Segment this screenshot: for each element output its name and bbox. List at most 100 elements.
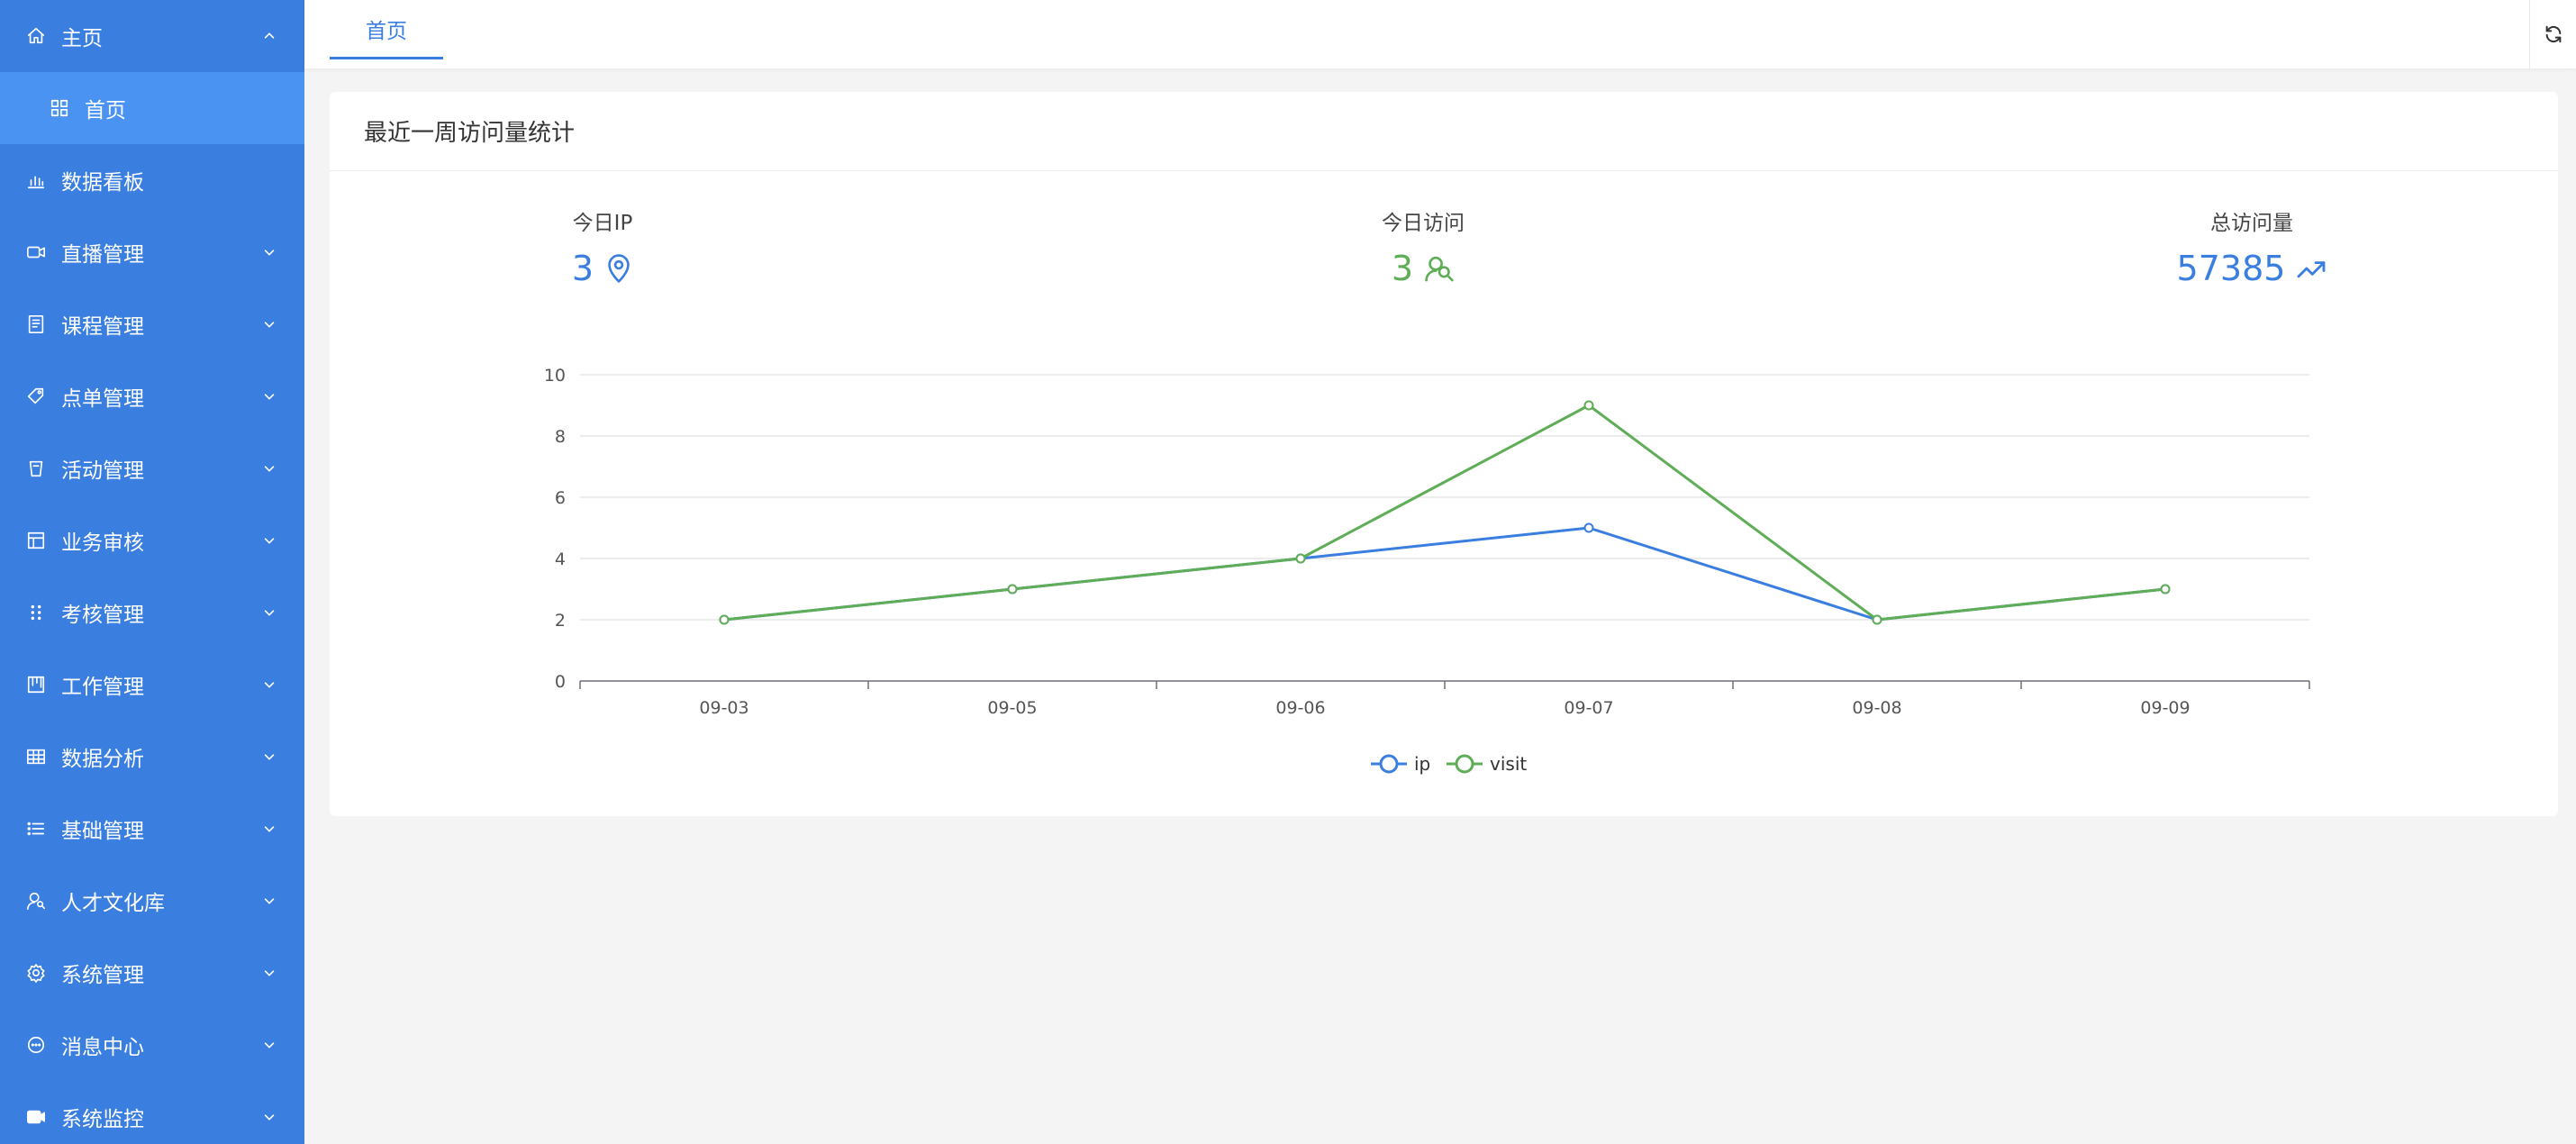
sidebar-item-9[interactable]: 工作管理	[0, 649, 304, 721]
sidebar-item-label: 首页	[85, 99, 126, 123]
chevron-up-icon	[261, 28, 277, 44]
book-icon	[25, 313, 47, 335]
sidebar: 主页首页数据看板直播管理课程管理点单管理活动管理业务审核考核管理工作管理数据分析…	[0, 0, 304, 1144]
dots-icon	[25, 602, 47, 623]
visit-line-chart: 0 2 4 6 8 10 09-03 09-05 09-06 09-07 09-08 09-09 ip v…	[544, 366, 2310, 775]
stat-today-ip: 今日IP 3	[546, 205, 659, 288]
tab-home-label: 首页	[366, 19, 407, 43]
sidebar-item-1[interactable]: 首页	[0, 72, 304, 144]
series-line-visit	[723, 404, 2166, 622]
sidebar-item-5[interactable]: 点单管理	[0, 360, 304, 432]
chevron-down-icon	[261, 965, 277, 981]
sidebar-item-3[interactable]: 直播管理	[0, 216, 304, 288]
stat-total-visits: 总访问量 57385	[2162, 205, 2342, 288]
data-point-visit	[2160, 584, 2171, 595]
users-icon	[25, 890, 47, 912]
sidebar-item-label: 业务审核	[61, 531, 144, 555]
x-tick-label: 09-08	[1852, 698, 1901, 718]
sidebar-item-label: 点单管理	[61, 387, 144, 411]
home-icon	[25, 25, 47, 47]
sidebar-item-11[interactable]: 基础管理	[0, 793, 304, 865]
sidebar-item-label: 考核管理	[61, 604, 144, 627]
chevron-down-icon	[261, 316, 277, 332]
list-icon	[25, 818, 47, 840]
camera-icon	[25, 1106, 47, 1128]
chevron-down-icon	[261, 388, 277, 404]
chevron-down-icon	[261, 676, 277, 693]
stat-total-visits-value: 57385	[2176, 249, 2286, 288]
sidebar-item-2[interactable]: 数据看板	[0, 144, 304, 216]
sidebar-item-label: 基础管理	[61, 820, 144, 843]
sidebar-item-label: 课程管理	[61, 315, 144, 339]
x-tick-label: 09-05	[987, 698, 1037, 718]
legend-marker-ip	[1379, 754, 1399, 774]
sidebar-item-label: 人才文化库	[61, 892, 165, 915]
legend-label-ip: ip	[1414, 753, 1430, 775]
sidebar-item-8[interactable]: 考核管理	[0, 577, 304, 649]
tab-home[interactable]: 首页	[330, 0, 443, 59]
data-point-visit	[719, 614, 730, 625]
y-tick-label: 8	[555, 427, 566, 447]
refresh-button[interactable]	[2529, 0, 2576, 68]
gear-icon	[25, 962, 47, 984]
x-tick-label: 09-03	[699, 698, 748, 718]
sidebar-item-label: 活动管理	[61, 459, 144, 483]
grid-icon	[49, 97, 70, 119]
y-tick-label: 6	[555, 488, 566, 508]
sidebar-item-label: 消息中心	[61, 1036, 144, 1059]
sidebar-item-label: 数据看板	[61, 171, 144, 195]
y-tick-label: 10	[544, 366, 566, 386]
sidebar-item-label: 系统监控	[61, 1108, 144, 1131]
y-tick-label: 0	[555, 672, 566, 692]
chevron-down-icon	[261, 821, 277, 837]
sidebar-item-7[interactable]: 业务审核	[0, 504, 304, 577]
sidebar-item-4[interactable]: 课程管理	[0, 288, 304, 360]
card-title: 最近一周访问量统计	[330, 92, 2558, 171]
chevron-down-icon	[261, 1109, 277, 1125]
board-icon	[25, 674, 47, 695]
data-point-visit	[1872, 614, 1882, 625]
sidebar-item-6[interactable]: 活动管理	[0, 432, 304, 504]
chevron-down-icon	[261, 604, 277, 621]
sidebar-item-10[interactable]: 数据分析	[0, 721, 304, 793]
chevron-down-icon	[261, 244, 277, 260]
stat-today-visits: 今日访问 3	[1351, 205, 1495, 288]
sidebar-item-13[interactable]: 系统管理	[0, 937, 304, 1009]
chevron-down-icon	[261, 1037, 277, 1053]
data-point-visit	[1295, 553, 1306, 564]
sidebar-item-label: 系统管理	[61, 964, 144, 987]
cup-icon	[25, 458, 47, 479]
trend-up-icon	[2298, 261, 2326, 278]
x-tick-label: 09-07	[1564, 698, 1613, 718]
legend-marker-visit	[1455, 754, 1474, 774]
table-icon	[25, 746, 47, 767]
data-point-visit	[1007, 584, 1018, 595]
sidebar-item-label: 工作管理	[61, 676, 144, 699]
tag-icon	[25, 386, 47, 407]
sidebar-item-15[interactable]: 系统监控	[0, 1081, 304, 1144]
sidebar-item-label: 数据分析	[61, 748, 144, 771]
visit-stats-card: 最近一周访问量统计 今日IP 3 今日访问 3 总访问量 57385 0 2 4 6 8…	[330, 92, 2558, 816]
x-tick-label: 09-09	[2140, 698, 2190, 718]
y-tick-label: 2	[555, 611, 566, 631]
chevron-down-icon	[261, 532, 277, 549]
sidebar-item-0[interactable]: 主页	[0, 0, 304, 72]
x-tick-label: 09-06	[1275, 698, 1325, 718]
data-point-ip	[1583, 522, 1594, 533]
sidebar-item-14[interactable]: 消息中心	[0, 1009, 304, 1081]
sidebar-item-label: 主页	[61, 27, 103, 50]
stat-today-ip-label: 今日IP	[572, 212, 633, 235]
top-bar: 首页	[304, 0, 2576, 68]
stat-today-visits-label: 今日访问	[1382, 212, 1465, 235]
chevron-down-icon	[261, 749, 277, 765]
stat-total-visits-label: 总访问量	[2210, 212, 2293, 235]
bar-chart-icon	[25, 169, 47, 191]
sidebar-item-12[interactable]: 人才文化库	[0, 865, 304, 937]
layout-icon	[25, 530, 47, 551]
users-icon	[1425, 256, 1454, 282]
stat-today-ip-value: 3	[571, 249, 594, 288]
legend-label-visit: visit	[1490, 753, 1527, 775]
series-line-ip	[723, 526, 2166, 622]
location-icon	[608, 254, 630, 283]
video-icon	[25, 241, 47, 263]
